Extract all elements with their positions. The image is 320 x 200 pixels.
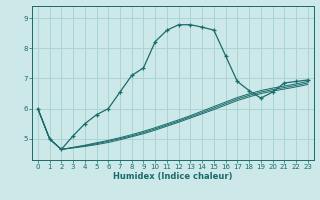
X-axis label: Humidex (Indice chaleur): Humidex (Indice chaleur) xyxy=(113,172,233,181)
